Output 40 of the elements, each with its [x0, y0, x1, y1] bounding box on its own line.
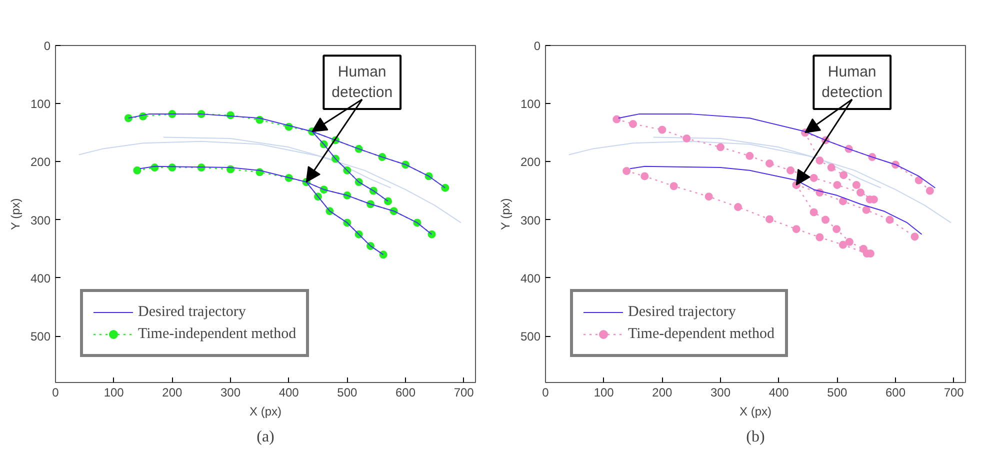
y-tick-label: 300	[520, 213, 541, 228]
y-axis-title: Y (px)	[8, 198, 22, 230]
y-tick-label: 0	[44, 39, 51, 53]
x-tick-label: 0	[542, 386, 550, 400]
y-tick-label: 200	[520, 155, 541, 170]
y-tick-label: 0	[534, 39, 541, 53]
text: (b)	[746, 428, 765, 446]
x-tick-label: 100	[594, 386, 614, 400]
y-tick-label: 500	[30, 330, 51, 344]
y-tick-label: 100	[520, 97, 541, 112]
x-tick-label: 600	[395, 386, 416, 400]
y-tick-label: 500	[520, 330, 541, 344]
y-axis-title: Y (px)	[498, 198, 512, 230]
x-tick-label: 500	[827, 386, 848, 400]
x-tick-label: 500	[337, 386, 358, 400]
x-tick-label: 200	[162, 386, 183, 400]
legend-label: Desired trajectory	[628, 304, 736, 320]
legend-label: Time-dependent method	[628, 326, 775, 342]
text: (a)	[256, 428, 274, 446]
legend-label: Time-independent method	[138, 326, 296, 342]
x-axis-title: X (px)	[740, 404, 772, 418]
x-axis-title: X (px)	[250, 404, 282, 418]
x-tick-label: 700	[944, 386, 964, 400]
x-tick-label: 100	[104, 386, 124, 400]
x-tick-label: 400	[278, 386, 300, 400]
x-tick-label: 600	[885, 386, 906, 400]
y-tick-label: 400	[520, 271, 541, 286]
x-tick-label: 400	[768, 386, 790, 400]
y-tick-label: 300	[30, 213, 51, 228]
x-tick-label: 300	[710, 386, 731, 400]
y-tick-label: 100	[30, 97, 51, 112]
y-tick-label: 200	[30, 155, 51, 170]
x-tick-label: 0	[52, 386, 60, 400]
annotation: Human detection	[822, 64, 883, 102]
annotation: Human detection	[332, 64, 393, 102]
x-tick-label: 200	[652, 386, 673, 400]
y-tick-label: 400	[30, 271, 51, 286]
x-tick-label: 700	[454, 386, 474, 400]
legend-label: Desired trajectory	[138, 304, 246, 320]
x-tick-label: 300	[220, 386, 241, 400]
